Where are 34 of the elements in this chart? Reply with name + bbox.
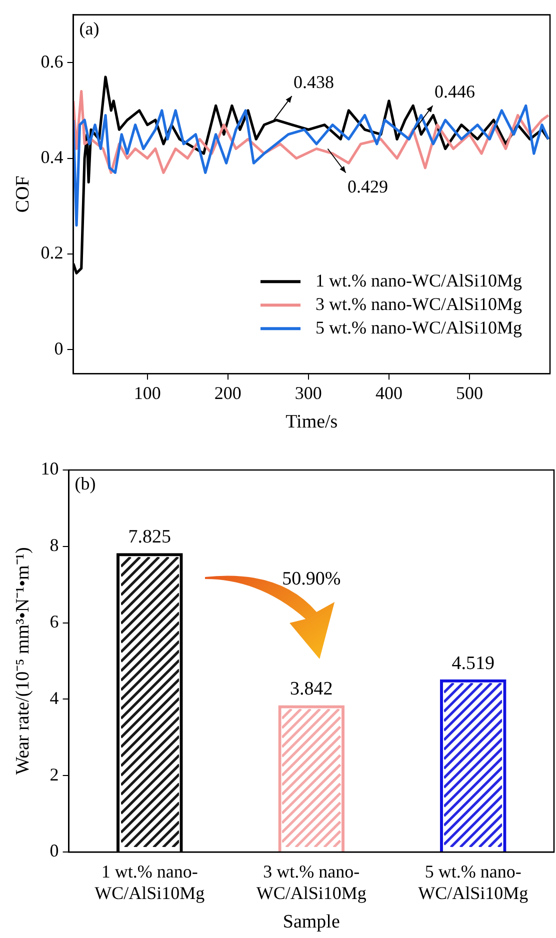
- x-tick-label: 3 wt.% nano-WC/AlSi10Mg: [256, 862, 366, 904]
- y-tick-label: 8: [50, 535, 59, 556]
- annotation: 0.446: [434, 81, 475, 102]
- x-tick-label: 500: [456, 383, 483, 404]
- legend-label: 1 wt.% nano-WC/AlSi10Mg: [316, 270, 522, 290]
- y-tick-label: 0.2: [40, 242, 64, 263]
- x-tick-label: 1 wt.% nano-WC/AlSi10Mg: [94, 862, 205, 904]
- annotation: 50.90%: [282, 568, 341, 590]
- data-label: 4.519: [452, 652, 495, 674]
- x-tick-label: 5 wt.% nano-WC/AlSi10Mg: [418, 862, 528, 904]
- y-tick-label: 2: [50, 764, 59, 784]
- y-tick-label: 10: [40, 458, 59, 479]
- chart-title: (b): [74, 474, 96, 494]
- annotation: 0.438: [294, 72, 334, 92]
- y-tick-label: 0.6: [40, 51, 64, 72]
- legend-label: 3 wt.% nano-WC/AlSi10Mg: [316, 294, 522, 314]
- data-label: 7.825: [128, 526, 172, 548]
- y-tick-label: 0: [54, 338, 64, 358]
- y-tick-label: 4: [50, 688, 59, 708]
- y-tick-label: 0: [50, 840, 59, 861]
- annotation: 0.429: [348, 176, 388, 196]
- x-tick-label: 200: [214, 383, 242, 404]
- x-tick-label: 300: [294, 383, 322, 404]
- chart-title: (a): [79, 18, 100, 39]
- y-axis-title: Wear rate/(10⁻⁵ mm³•N⁻¹•m⁻¹): [12, 547, 34, 775]
- x-axis-title: Time/s: [286, 412, 338, 433]
- x-axis-title: Sample: [282, 912, 340, 933]
- y-tick-label: 0.4: [40, 147, 64, 168]
- y-axis-title: COF: [12, 176, 34, 213]
- y-tick-label: 6: [50, 612, 59, 632]
- legend-label: 5 wt.% nano-WC/AlSi10Mg: [316, 317, 522, 338]
- data-label: 3.842: [290, 678, 333, 700]
- x-tick-label: 400: [375, 383, 402, 404]
- x-tick-label: 100: [134, 383, 161, 404]
